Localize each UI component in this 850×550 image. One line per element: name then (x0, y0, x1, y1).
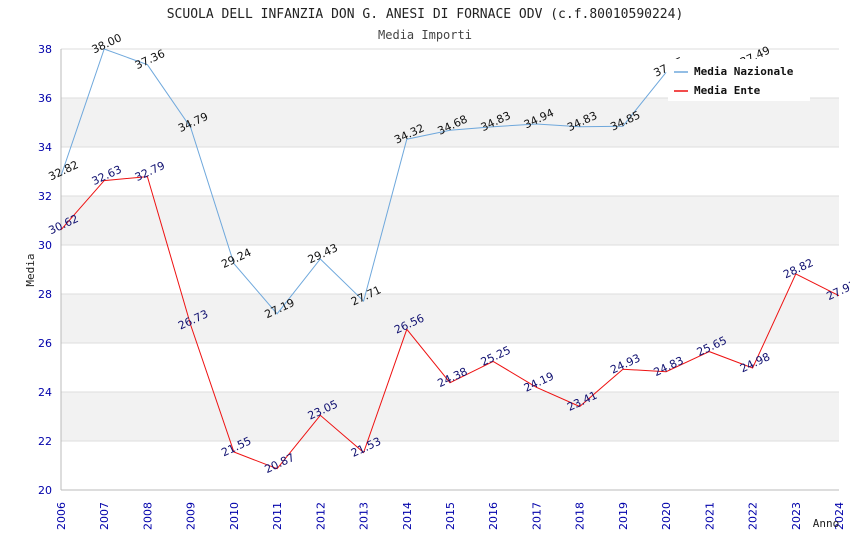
y-tick-label: 20 (38, 484, 52, 497)
data-label: 38.00 (90, 31, 124, 56)
x-tick-label: 2024 (833, 502, 846, 530)
data-label: 24.98 (738, 350, 772, 375)
legend-box (668, 59, 810, 101)
x-tick-label: 2014 (401, 502, 414, 530)
x-tick-label: 2008 (141, 502, 154, 530)
y-tick-label: 28 (38, 288, 52, 301)
y-tick-label: 22 (38, 435, 52, 448)
grid-bands (61, 98, 839, 441)
data-label: 27.93 (824, 278, 850, 303)
x-tick-label: 2006 (55, 502, 68, 530)
grid-band (61, 392, 839, 441)
x-tick-label: 2021 (703, 502, 716, 530)
y-tick-label: 36 (38, 92, 52, 105)
chart-subtitle: Media Importi (378, 28, 472, 42)
series-line-media-nazionale (61, 49, 753, 314)
x-tick-label: 2023 (790, 502, 803, 530)
y-tick-label: 30 (38, 239, 52, 252)
data-label: 24.19 (522, 370, 556, 395)
grid-band (61, 294, 839, 343)
x-tick-label: 2017 (530, 502, 543, 530)
legend-label-naz: Media Nazionale (694, 65, 794, 78)
data-label: 25.25 (479, 344, 513, 369)
x-tick-label: 2016 (487, 502, 500, 530)
y-tick-label: 34 (38, 141, 52, 154)
x-tick-label: 2020 (660, 502, 673, 530)
y-tick-label: 38 (38, 43, 52, 56)
x-tick-label: 2011 (271, 502, 284, 530)
y-tick-label: 32 (38, 190, 52, 203)
data-label: 24.93 (608, 351, 642, 376)
data-label: 20.87 (263, 451, 297, 476)
x-tick-label: 2022 (747, 502, 760, 530)
x-tick-label: 2007 (98, 502, 111, 530)
x-tick-label: 2012 (314, 502, 327, 530)
x-tick-label: 2013 (358, 502, 371, 530)
axes (60, 49, 839, 491)
data-label: 28.82 (781, 256, 815, 281)
x-axis-title: Anno (813, 517, 840, 530)
x-ticks: 2006 2007 2008 2009 2010 2011 2012 2013 2014 2015… (55, 502, 846, 530)
data-label: 32.82 (46, 158, 80, 183)
x-tick-label: 2015 (444, 502, 457, 530)
x-tick-label: 2018 (574, 502, 587, 530)
y-axis-title: Media (24, 253, 37, 286)
data-label: 24.83 (652, 354, 686, 379)
y-tick-label: 26 (38, 337, 52, 350)
data-label: 24.38 (435, 365, 469, 390)
x-tick-label: 2010 (228, 502, 241, 530)
data-label: 32.63 (90, 163, 124, 188)
y-ticks: 20 22 24 26 28 30 32 34 36 38 (38, 43, 52, 497)
y-tick-label: 24 (38, 386, 52, 399)
chart-title: SCUOLA DELL INFANZIA DON G. ANESI DI FOR… (167, 7, 684, 22)
series-group (60, 49, 840, 470)
legend-label-ente: Media Ente (694, 84, 761, 97)
grid-band (61, 196, 839, 245)
x-tick-label: 2009 (185, 502, 198, 530)
gridlines (61, 48, 839, 491)
series-line-media-ente (60, 176, 840, 470)
data-label: 32.79 (133, 159, 167, 184)
legend: Media Nazionale Media Ente (668, 59, 810, 101)
grid-band (61, 98, 839, 147)
x-tick-label: 2019 (617, 502, 630, 530)
